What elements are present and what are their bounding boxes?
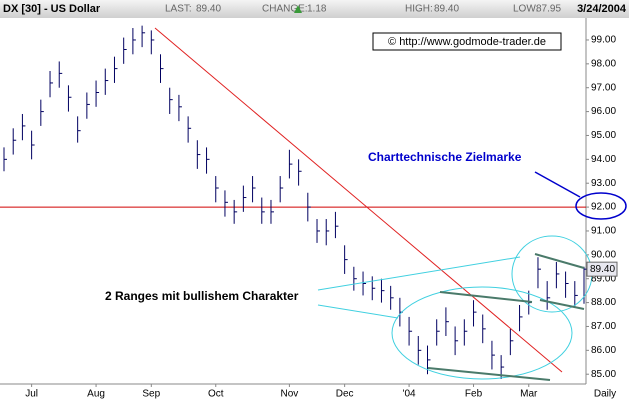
x-tick-label: Nov (280, 389, 298, 400)
y-tick-label: 86.00 (591, 345, 616, 356)
y-tick-label: 94.00 (591, 154, 616, 165)
range-line (427, 367, 551, 381)
low-value: 87.95 (536, 4, 561, 15)
overlay: © http://www.godmode-trader.de Charttech… (105, 27, 627, 381)
last-price-box (586, 261, 618, 277)
x-tick-label: Oct (208, 389, 224, 400)
change-label: CHANGE: (262, 4, 308, 15)
x-tick-label: Sep (142, 389, 160, 400)
trendline (154, 27, 563, 373)
range-note: 2 Ranges mit bullishem Charakter (105, 289, 299, 303)
copyright: © http://www.godmode-trader.de (388, 36, 546, 48)
y-tick-label: 96.00 (591, 106, 616, 117)
last-value: 89.40 (196, 4, 221, 15)
x-axis-label: Daily (594, 389, 616, 400)
header-title: DX [30] - US Dollar (3, 3, 101, 15)
pointer-line (317, 256, 521, 291)
y-tick-label: 85.00 (591, 369, 616, 380)
range-line (439, 291, 533, 303)
header-date: 3/24/2004 (577, 3, 627, 15)
target-note: Charttechnische Zielmarke (368, 150, 522, 164)
y-tick-label: 93.00 (591, 178, 616, 189)
y-tick-label: 90.00 (591, 249, 616, 260)
y-tick-label: 98.00 (591, 58, 616, 69)
y-tick-label: 88.00 (591, 297, 616, 308)
y-tick-label: 87.00 (591, 321, 616, 332)
change-value: 1.18 (307, 4, 327, 15)
range-line (534, 253, 585, 269)
y-tick-label: 89.00 (591, 273, 616, 284)
copyright-box (372, 32, 562, 51)
last-label: LAST: (165, 4, 192, 15)
x-tick-label: Mar (520, 389, 538, 400)
x-tick-label: Aug (87, 389, 105, 400)
x-tick-label: '04 (403, 389, 416, 400)
y-tick-label: 92.00 (591, 202, 616, 213)
x-tick-label: Feb (465, 389, 483, 400)
high-label: HIGH: (405, 4, 433, 15)
high-value: 89.40 (434, 4, 459, 15)
up-icon (294, 5, 302, 13)
low-label: LOW: (513, 4, 538, 15)
x-tick-label: Jul (25, 389, 38, 400)
range-line (539, 299, 585, 310)
y-tick-label: 97.00 (591, 82, 616, 93)
pointer-line (317, 304, 399, 319)
y-tick-label: 91.00 (591, 226, 616, 237)
target-ellipse (575, 192, 627, 220)
header-bar (0, 0, 629, 18)
x-tick-label: Dec (336, 389, 354, 400)
last-price-label: 89.40 (590, 264, 615, 275)
target-pointer (534, 171, 581, 198)
y-tick-label: 99.00 (591, 35, 616, 46)
y-tick-label: 95.00 (591, 130, 616, 141)
range-ellipse (391, 286, 573, 380)
